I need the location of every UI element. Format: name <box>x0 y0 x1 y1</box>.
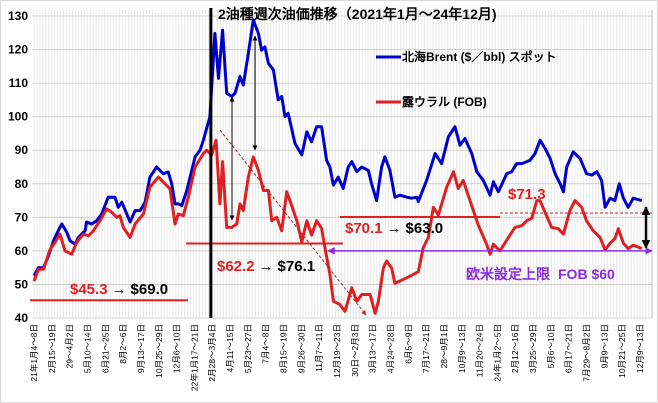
x-tick-label: 7月4～8日 <box>261 324 271 364</box>
x-axis-ticks: 21年1月4～8日 2月15～19日 29～4月2日 5月10～14日 6月21～25日… <box>29 324 645 391</box>
annotation-level4: $71.3 <box>508 186 546 203</box>
annotation-arrows <box>209 8 653 318</box>
x-tick-label: 28～9月1日 <box>439 324 449 368</box>
x-tick-label: 22年1月17～21日 <box>189 324 199 391</box>
chart-title: 2油種週次油価推移（2021年1月～24年12月) <box>218 6 497 22</box>
annotation-period2: $62.2 → $76.1 <box>217 258 315 275</box>
y-tick-label: 80 <box>15 177 29 191</box>
x-tick-label: 11月7～11日 <box>314 324 324 372</box>
annotation-period2-to: $76.1 <box>278 258 316 275</box>
annotation-period3: $70.1 → $63.0 <box>345 220 443 237</box>
x-tick-label: 21年1月4～8日 <box>29 324 39 382</box>
y-tick-label: 70 <box>15 210 29 224</box>
y-tick-label: 110 <box>9 76 29 90</box>
x-tick-label: 3月13～17日 <box>368 324 378 373</box>
legend-label-brent: 北海Brent ($／bbl) スポット <box>402 49 557 64</box>
x-tick-label: 12月6～10日 <box>172 324 182 373</box>
y-tick-label: 50 <box>15 277 29 291</box>
x-tick-label: 9月26～30日 <box>296 324 306 373</box>
x-tick-label: 24年1月2～5日 <box>492 324 502 382</box>
x-tick-label: 5月10～14日 <box>82 324 92 373</box>
x-tick-label: 29～4月2日 <box>65 324 75 368</box>
y-axis-ticks: 40 50 60 70 80 90 100 110 120 130 <box>8 9 28 325</box>
x-tick-label: 2月28～3月4日 <box>207 324 217 382</box>
series-lines <box>32 18 643 315</box>
y-tick-label: 90 <box>15 143 29 157</box>
x-tick-label: 10月9～13日 <box>457 324 467 373</box>
x-tick-label: 4月24～28日 <box>385 324 395 373</box>
x-tick-label: 2月12～16日 <box>510 324 520 373</box>
annotation-period1-arrow: → <box>112 281 127 298</box>
x-tick-label: 5月6～10日 <box>546 324 556 368</box>
x-tick-label: 9月9～13日 <box>599 324 609 368</box>
annotation-period3-arrow: → <box>387 220 402 237</box>
x-tick-label: 6月21～25日 <box>100 324 110 373</box>
x-tick-label: 6月5～9日 <box>403 324 413 364</box>
annotation-price-cap: 欧米設定上限 FOB $60 <box>466 266 615 282</box>
x-tick-label: 30日～2月3日 <box>350 324 360 377</box>
x-tick-label: 10月25～29日 <box>154 324 164 378</box>
downtrend-arrow <box>219 129 367 316</box>
x-tick-label: 6月17～21日 <box>564 324 574 373</box>
x-tick-label: 11月20～24日 <box>475 324 485 377</box>
annotation-period3-to: $63.0 <box>406 220 444 237</box>
annotation-period2-arrow: → <box>259 258 274 275</box>
y-tick-label: 40 <box>15 311 29 325</box>
legend: 北海Brent ($／bbl) スポット 露ウラル (FOB) <box>376 49 557 109</box>
series-line-brent <box>32 18 643 277</box>
annotation-period3-from: $70.1 <box>345 220 383 237</box>
annotation-period1-to: $69.0 <box>131 281 169 298</box>
legend-label-urals: 露ウラル (FOB) <box>402 95 487 109</box>
x-tick-label: 2月15～19日 <box>47 324 57 373</box>
y-tick-label: 100 <box>8 110 28 124</box>
x-tick-label: 8月2～6日 <box>118 324 128 364</box>
x-tick-label: 7月17～21日 <box>421 324 431 373</box>
y-tick-label: 60 <box>15 244 29 258</box>
annotation-period1: $45.3 → $69.0 <box>70 281 168 298</box>
x-tick-label: 9月13～17日 <box>136 324 146 373</box>
series-line-urals <box>32 138 643 315</box>
x-tick-label: 4月11～15日 <box>225 324 235 373</box>
y-tick-label: 130 <box>8 9 28 23</box>
x-tick-label: 5月23～27日 <box>243 324 253 373</box>
x-tick-label: 8月15～19日 <box>279 324 289 373</box>
price-cap-label: 欧米設定上限 <box>466 266 550 282</box>
annotation-period1-from: $45.3 <box>70 281 108 298</box>
x-tick-label: 3月25～29日 <box>528 324 538 373</box>
x-tick-label: 12月9～13日 <box>635 324 645 373</box>
x-tick-label: 10月21～25日 <box>617 324 627 378</box>
x-tick-label: 12月19～23日 <box>332 324 342 378</box>
y-tick-label: 120 <box>8 43 28 57</box>
x-tick-label: 7月29～8月2日 <box>582 324 592 382</box>
price-cap-fob: FOB $60 <box>558 266 615 282</box>
annotation-period2-from: $62.2 <box>217 258 255 275</box>
